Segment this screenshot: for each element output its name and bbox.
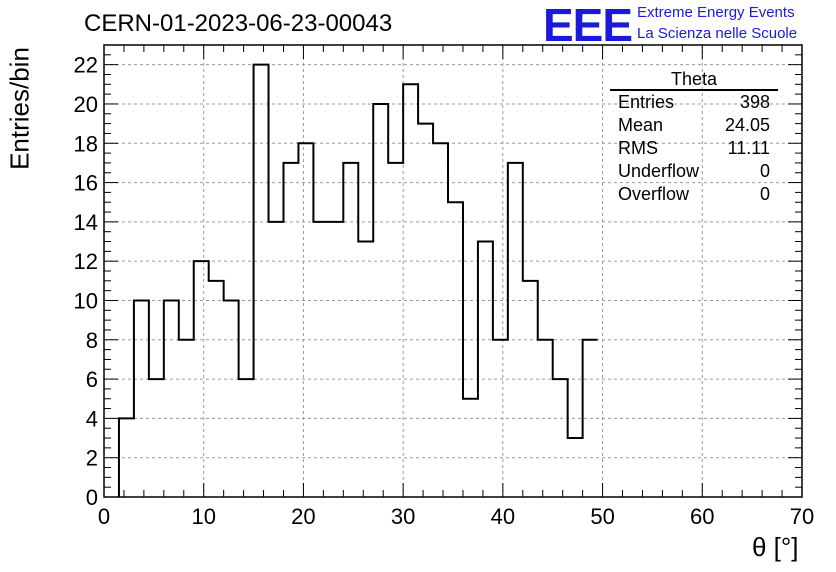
y-axis-label: Entries/bin — [4, 47, 35, 170]
stats-row-mean: Mean 24.05 — [610, 114, 778, 137]
y-tick-label: 10 — [74, 288, 98, 313]
stats-box: Theta Entries 398 Mean 24.05 RMS 11.11 U… — [610, 69, 778, 206]
chart-title: CERN-01-2023-06-23-00043 — [84, 10, 393, 37]
y-tick-label: 4 — [86, 406, 98, 431]
logo-text-line2: La Scienza nelle Scuole — [637, 25, 798, 42]
y-tick-label: 0 — [86, 485, 98, 510]
x-axis-label: θ [°] — [752, 532, 799, 562]
y-tick-label: 12 — [74, 249, 98, 274]
stats-row-rms: RMS 11.11 — [610, 137, 778, 160]
stats-row-overflow: Overflow 0 — [610, 183, 778, 206]
y-tick-label: 2 — [86, 446, 98, 471]
x-tick-label: 70 — [790, 504, 814, 529]
stats-title: Theta — [610, 69, 778, 91]
stats-row-underflow: Underflow 0 — [610, 160, 778, 183]
x-tick-label: 10 — [191, 504, 215, 529]
x-tick-label: 40 — [491, 504, 515, 529]
y-tick-label: 20 — [74, 92, 98, 117]
y-tick-label: 16 — [74, 171, 98, 196]
stats-row-entries: Entries 398 — [610, 91, 778, 114]
stats-label: Mean — [618, 115, 664, 135]
x-tick-label: 50 — [590, 504, 614, 529]
histogram-bars — [117, 63, 598, 497]
y-tick-label: 6 — [86, 367, 98, 392]
eee-logo: EEE — [543, 0, 633, 51]
stats-label: Entries — [618, 92, 675, 112]
y-tick-label: 22 — [74, 53, 98, 78]
x-tick-label: 30 — [391, 504, 415, 529]
logo-text-line1: Extreme Energy Events — [637, 4, 795, 21]
y-tick-label: 8 — [86, 328, 98, 353]
stats-value: 0 — [759, 184, 770, 204]
y-tick-label: 18 — [74, 131, 98, 156]
plot-frame — [103, 44, 803, 498]
y-tick-label: 14 — [74, 210, 98, 235]
x-tick-label: 0 — [98, 504, 110, 529]
stats-label: Overflow — [618, 184, 690, 204]
stats-label: RMS — [618, 138, 658, 158]
x-tick-label: 20 — [291, 504, 315, 529]
stats-value: 398 — [739, 92, 770, 112]
stats-value: 11.11 — [727, 138, 770, 158]
stats-label: Underflow — [618, 161, 700, 181]
x-tick-label: 60 — [690, 504, 714, 529]
stats-value: 0 — [759, 161, 770, 181]
stats-value: 24.05 — [724, 115, 770, 135]
